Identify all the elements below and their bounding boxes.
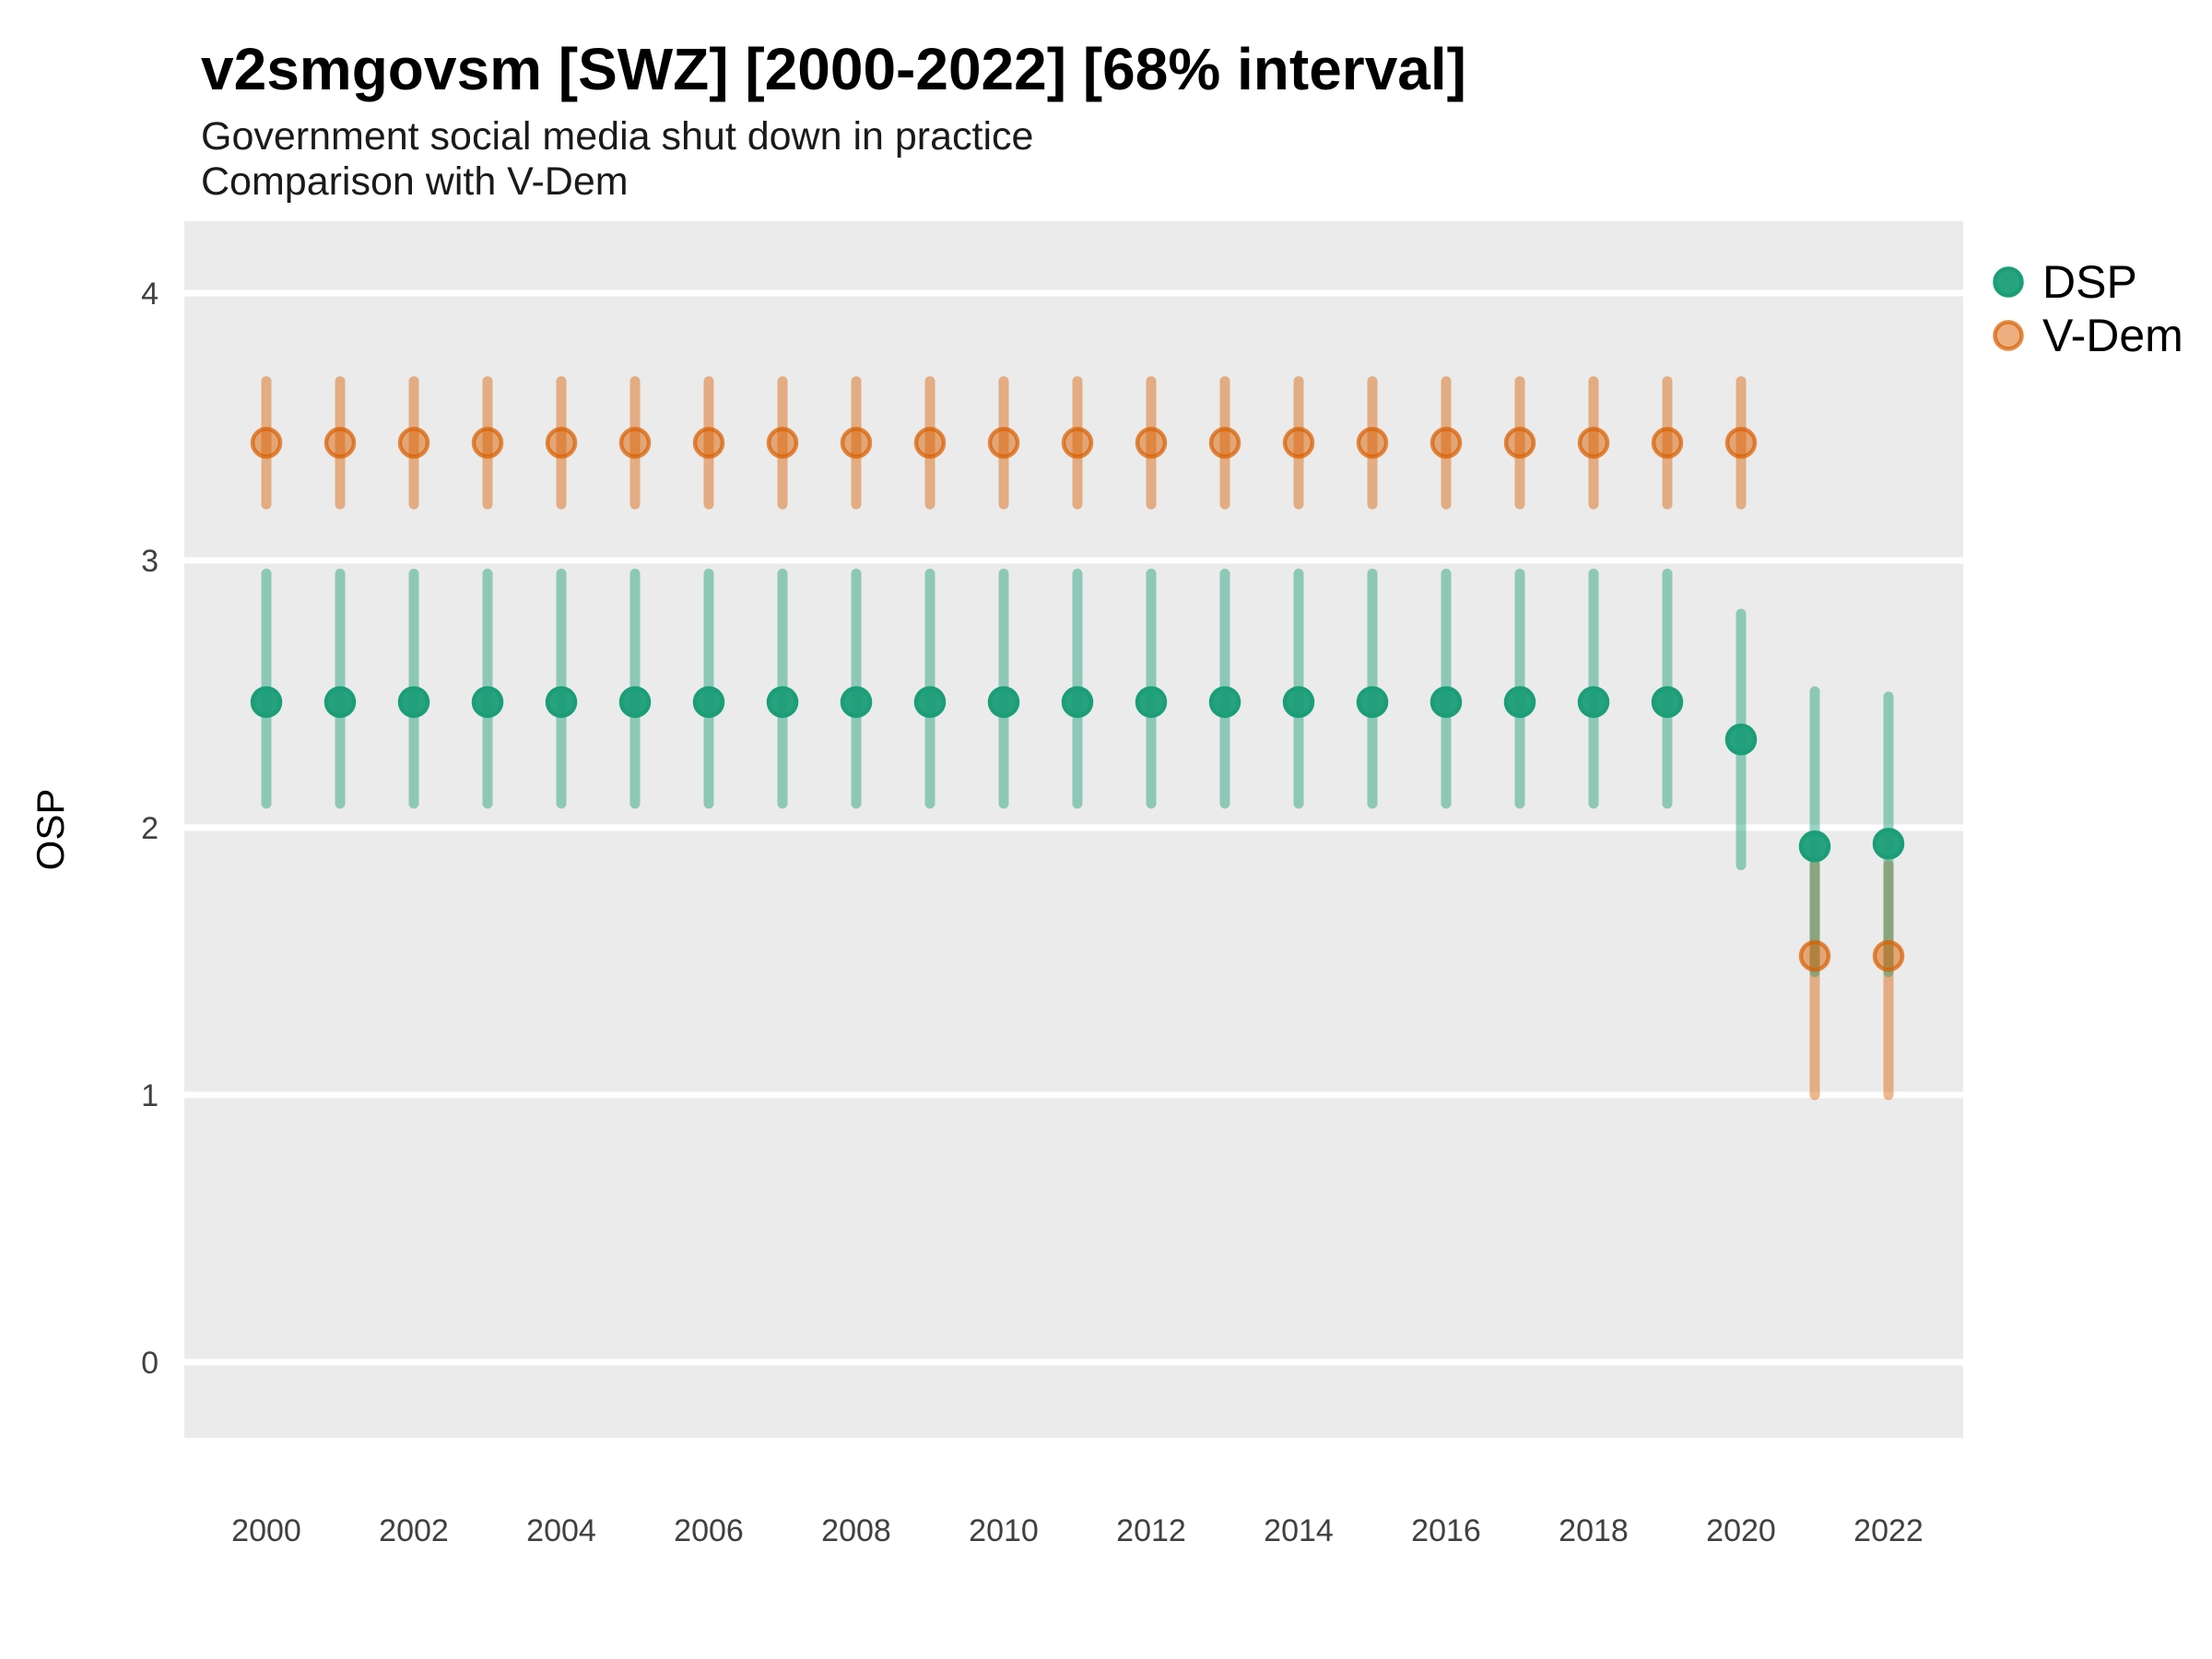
point-vdem-2015 <box>1356 427 1389 459</box>
gridlines <box>184 289 1963 1366</box>
point-dsp-2015 <box>1356 686 1389 718</box>
x-tick-label-2016: 2016 <box>1411 1513 1481 1548</box>
point-vdem-2021 <box>1798 939 1831 972</box>
legend-swatch-vdem <box>1993 320 2024 351</box>
chart-title: v2smgovsm [SWZ] [2000-2022] [68% interva… <box>201 36 1466 102</box>
point-dsp-2001 <box>324 686 357 718</box>
legend-item-dsp: DSP <box>1987 255 2137 309</box>
point-vdem-2010 <box>987 427 1020 459</box>
point-dsp-2014 <box>1282 686 1315 718</box>
y-tick-label-3: 3 <box>141 544 159 579</box>
legend-swatch-dsp-icon <box>1993 266 2024 298</box>
point-dsp-2022 <box>1872 828 1905 860</box>
point-vdem-2013 <box>1208 427 1241 459</box>
point-dsp-2005 <box>618 686 652 718</box>
legend-item-vdem: V-Dem <box>1987 309 2183 362</box>
point-dsp-2017 <box>1503 686 1536 718</box>
x-tick-label-2020: 2020 <box>1706 1513 1776 1548</box>
chart-subtitle: Government social media shut down in pra… <box>201 114 1034 159</box>
point-dsp-2012 <box>1135 686 1168 718</box>
point-vdem-2005 <box>618 427 652 459</box>
point-vdem-2011 <box>1061 427 1094 459</box>
x-tick-label-2002: 2002 <box>379 1513 449 1548</box>
point-dsp-2018 <box>1577 686 1610 718</box>
point-vdem-2008 <box>840 427 873 459</box>
x-tick-label-2022: 2022 <box>1853 1513 1924 1548</box>
point-dsp-2004 <box>545 686 578 718</box>
point-dsp-2020 <box>1724 724 1758 756</box>
point-vdem-2009 <box>913 427 947 459</box>
legend-swatch-dsp <box>1993 266 2024 298</box>
y-axis-title: OSP <box>29 788 72 871</box>
point-dsp-2013 <box>1208 686 1241 718</box>
x-tick-label-2006: 2006 <box>674 1513 744 1548</box>
x-tick-label-2000: 2000 <box>231 1513 301 1548</box>
point-dsp-2002 <box>397 686 430 718</box>
points <box>250 427 1905 972</box>
point-vdem-2020 <box>1724 427 1758 459</box>
point-vdem-2017 <box>1503 427 1536 459</box>
point-vdem-2001 <box>324 427 357 459</box>
point-vdem-2016 <box>1430 427 1463 459</box>
y-tick-label-1: 1 <box>141 1078 159 1113</box>
y-axis-tick-labels: 4 3 2 1 0 <box>141 276 159 1381</box>
y-tick-label-0: 0 <box>141 1346 159 1381</box>
point-dsp-2016 <box>1430 686 1463 718</box>
y-tick-label-4: 4 <box>141 276 159 312</box>
point-vdem-2022 <box>1872 939 1905 972</box>
x-tick-label-2010: 2010 <box>969 1513 1039 1548</box>
point-vdem-2007 <box>766 427 799 459</box>
legend-swatch-vdem-icon <box>1993 320 2024 351</box>
point-vdem-2014 <box>1282 427 1315 459</box>
point-dsp-2009 <box>913 686 947 718</box>
point-vdem-2002 <box>397 427 430 459</box>
point-vdem-2019 <box>1651 427 1684 459</box>
x-tick-label-2004: 2004 <box>526 1513 596 1548</box>
legend-label-dsp: DSP <box>2042 256 2137 308</box>
point-vdem-2018 <box>1577 427 1610 459</box>
point-vdem-2000 <box>250 427 283 459</box>
x-axis-tick-labels: 2000 2002 2004 2006 2008 2010 2012 2014 2016 2018… <box>231 1513 1924 1548</box>
point-vdem-2004 <box>545 427 578 459</box>
legend-label-vdem: V-Dem <box>2042 310 2183 361</box>
point-dsp-2006 <box>692 686 725 718</box>
point-dsp-2008 <box>840 686 873 718</box>
point-dsp-2003 <box>471 686 504 718</box>
x-tick-label-2012: 2012 <box>1116 1513 1186 1548</box>
point-dsp-2019 <box>1651 686 1684 718</box>
x-tick-label-2014: 2014 <box>1264 1513 1334 1548</box>
point-dsp-2000 <box>250 686 283 718</box>
point-dsp-2021 <box>1798 830 1831 863</box>
point-vdem-2012 <box>1135 427 1168 459</box>
chart-subtitle-2: Comparison with V-Dem <box>201 159 629 204</box>
x-tick-label-2018: 2018 <box>1559 1513 1629 1548</box>
point-dsp-2010 <box>987 686 1020 718</box>
y-tick-label-2: 2 <box>141 811 159 846</box>
point-vdem-2003 <box>471 427 504 459</box>
point-dsp-2007 <box>766 686 799 718</box>
point-dsp-2011 <box>1061 686 1094 718</box>
x-tick-label-2008: 2008 <box>821 1513 891 1548</box>
point-vdem-2006 <box>692 427 725 459</box>
